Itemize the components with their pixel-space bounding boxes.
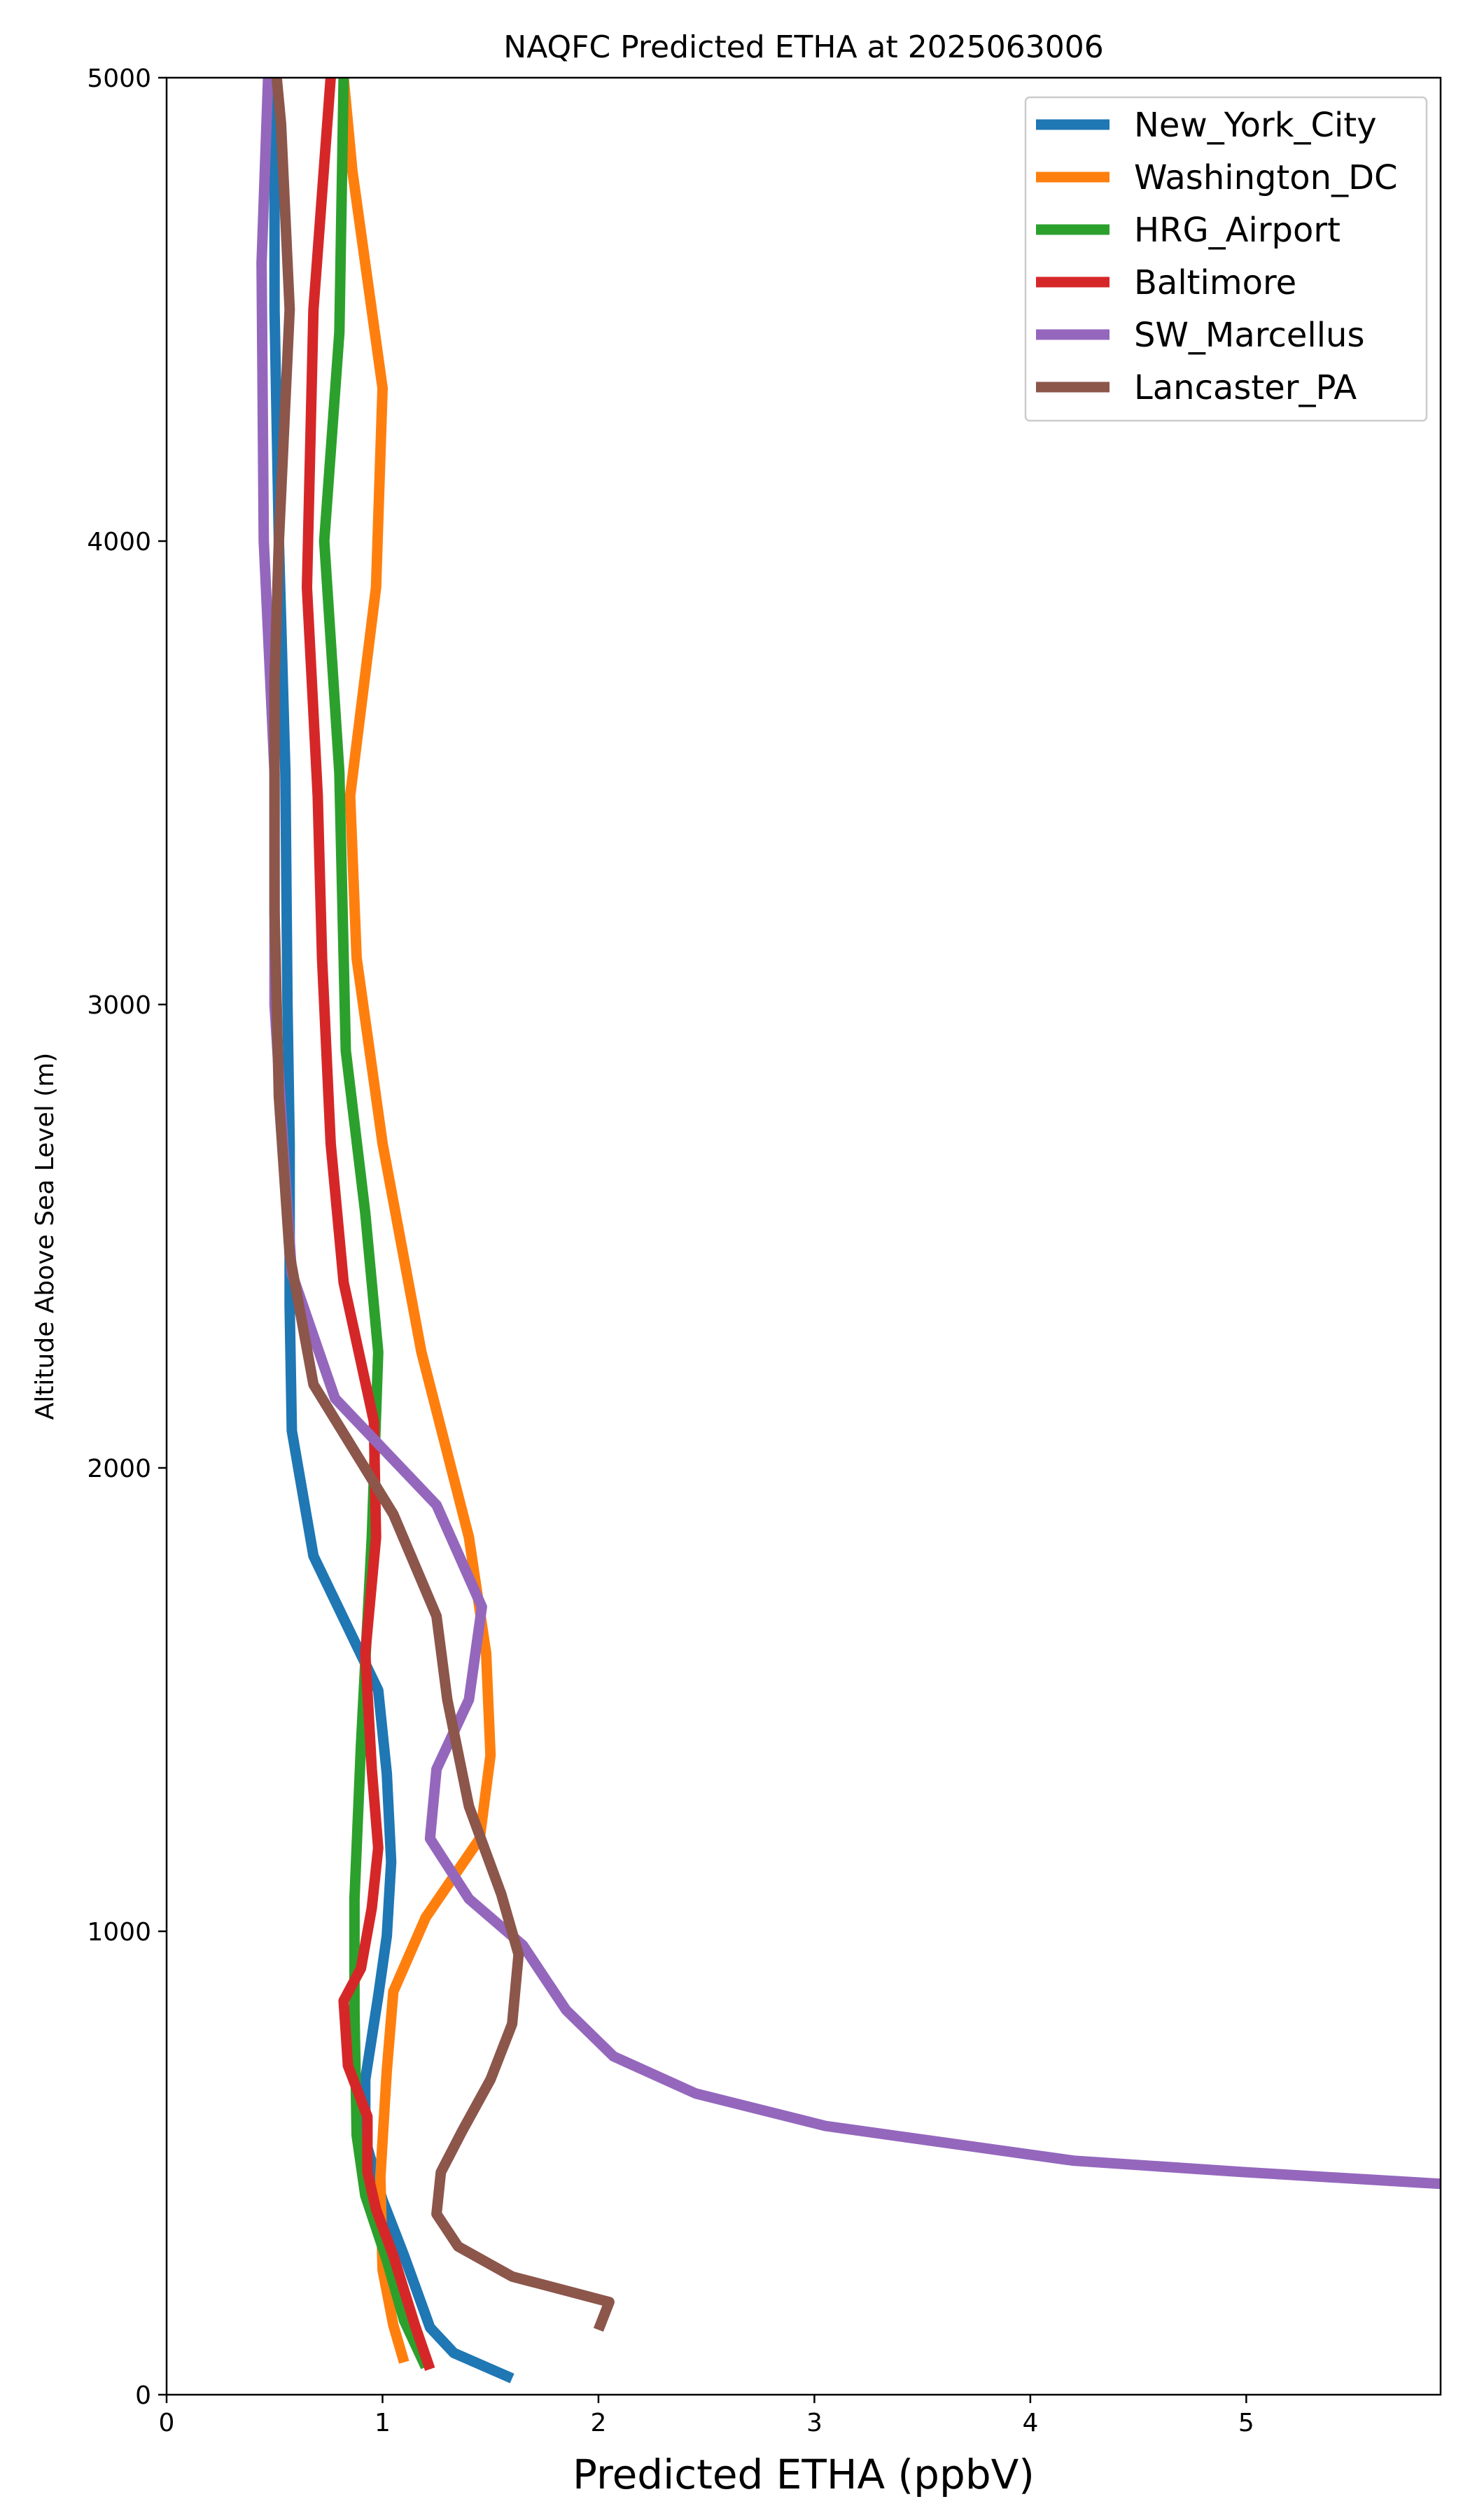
- legend-label-hrg-airport: HRG_Airport: [1134, 211, 1340, 250]
- legend-frame: [1024, 96, 1428, 422]
- x-axis-label: Predicted ETHA (ppbV): [573, 2451, 1035, 2498]
- x-tick-label: 0: [159, 2409, 175, 2437]
- legend-label-lancaster-pa: Lancaster_PA: [1134, 368, 1357, 407]
- legend-label-baltimore: Baltimore: [1134, 263, 1296, 302]
- y-axis-label: Altitude Above Sea Level (m): [31, 1053, 59, 1420]
- y-tick-label: 5000: [87, 64, 151, 93]
- legend-label-new-york-city: New_York_City: [1134, 106, 1377, 145]
- y-tick-label: 0: [135, 2381, 151, 2410]
- series-line-lancaster-pa: [269, 78, 615, 2332]
- plot-frame: [165, 76, 1442, 2396]
- x-tick-label: 5: [1238, 2409, 1254, 2437]
- x-tick-label: 3: [806, 2409, 822, 2437]
- x-tick-label: 4: [1022, 2409, 1038, 2437]
- legend: New_York_City Washington_DC HRG_Airport Bal…: [1024, 96, 1428, 422]
- x-tick-label: 2: [590, 2409, 606, 2437]
- legend-label-washington-dc: Washington_DC: [1134, 158, 1398, 197]
- x-tick-label: 1: [374, 2409, 391, 2437]
- y-tick-label: 4000: [87, 528, 151, 556]
- series-layer: [256, 78, 1441, 2384]
- y-tick-label: 1000: [87, 1918, 151, 1947]
- chart-title: NAQFC Predicted ETHA at 2025063006: [503, 29, 1103, 65]
- series-line-new-york-city: [269, 78, 514, 2384]
- y-tick-label: 2000: [87, 1455, 151, 1483]
- series-line-baltimore: [302, 78, 435, 2372]
- x-axis-ticks: 0 1 2 3 4 5: [159, 2395, 1254, 2437]
- legend-label-sw-marcellus: SW_Marcellus: [1134, 316, 1364, 355]
- series-line-washington-dc: [338, 78, 496, 2364]
- y-axis-ticks: 0 1000 2000 3000 4000 5000: [87, 64, 167, 2410]
- y-tick-label: 3000: [87, 991, 151, 1020]
